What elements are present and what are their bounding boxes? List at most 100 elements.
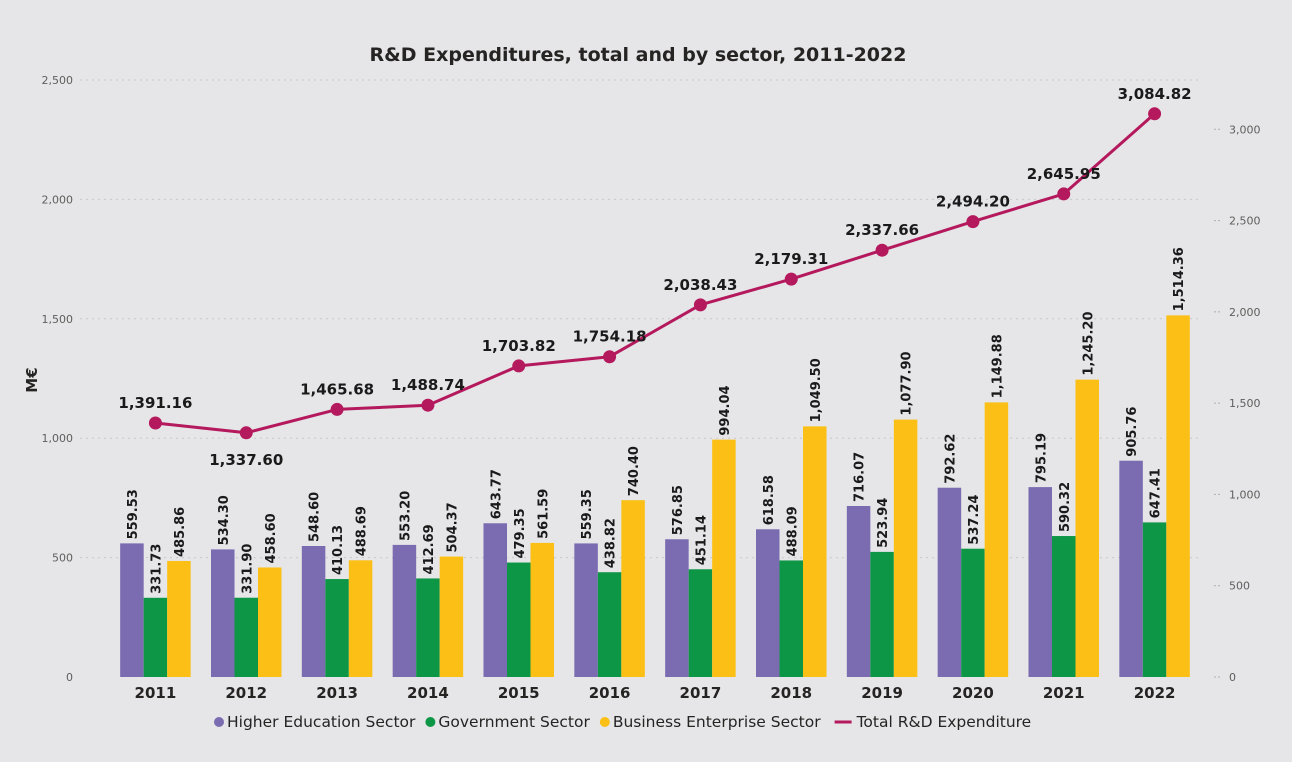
bar[interactable] [325,579,349,677]
bar[interactable] [1119,460,1143,677]
bar-value-label: 410.13 [331,525,346,575]
bar-value-label: 412.69 [422,524,437,574]
bar-value-label: 331.73 [149,544,164,594]
bar[interactable] [870,551,894,677]
bar-value-label: 559.53 [126,489,141,539]
line-point[interactable] [966,215,980,229]
bar[interactable] [621,500,645,677]
bar[interactable] [597,572,622,677]
bar[interactable] [439,556,464,677]
legend-dot-icon [214,717,224,727]
line-value-label: 1,488.74 [391,376,465,394]
bar-value-label: 590.32 [1058,482,1073,532]
x-tick-label: 2016 [589,684,631,702]
x-tick-label: 2018 [770,684,812,702]
line-point[interactable] [512,359,526,373]
bar[interactable] [143,597,168,677]
line-point[interactable] [239,426,253,440]
data-labels: 559.53 331.73 485.86 534.30 331.90 458.60 548.… [118,85,1191,594]
bar[interactable] [665,539,689,677]
bar-value-label: 576.85 [671,485,686,535]
bar[interactable] [1052,536,1076,677]
bar[interactable] [234,597,259,677]
axes: 0 500 1,000 1,500 2,000 2,500 0 500 1,000 1,500 2,… [42,74,1261,702]
y-tick-label-right: 2,000 [1229,306,1261,319]
bar[interactable] [688,569,713,677]
legend-item[interactable]: Total R&D Expenditure [834,713,1032,731]
line-point[interactable] [693,298,707,312]
bar[interactable] [1166,315,1190,677]
bar[interactable] [530,542,555,677]
bar[interactable] [120,543,144,677]
line-value-label: 2,494.20 [936,193,1010,211]
bar-value-label: 479.35 [513,508,528,558]
x-tick-label: 2015 [498,684,540,702]
bar-value-label: 548.60 [308,492,323,542]
bar[interactable] [416,578,440,677]
bar[interactable] [301,545,326,677]
bar[interactable] [1142,522,1167,677]
y-tick-label-left: 0 [66,671,73,684]
bar[interactable] [167,560,191,677]
x-tick-label: 2012 [225,684,267,702]
bar-value-label: 740.40 [627,446,642,496]
bar[interactable] [937,487,962,677]
bar[interactable] [392,544,417,677]
bar[interactable] [258,567,282,677]
bar[interactable] [984,402,1009,677]
y-tick-label-right: 3,000 [1229,123,1261,136]
bar-value-label: 795.19 [1034,433,1049,483]
total-line-path [155,112,1156,435]
total-line [148,107,1162,440]
bar[interactable] [348,560,373,677]
line-point[interactable] [875,243,889,257]
x-tick-label: 2021 [1043,684,1085,702]
y-tick-label-left: 1,500 [42,313,74,326]
bars [120,315,1190,677]
bar-value-label: 485.86 [173,507,188,557]
bar[interactable] [211,549,235,677]
y-tick-label-left: 2,500 [42,74,74,87]
bar[interactable] [507,562,531,677]
bar-value-label: 1,149.88 [990,334,1005,398]
y-tick-label-right: 500 [1229,580,1250,593]
legend[interactable]: Higher Education Sector Government Sector… [214,713,1031,731]
line-value-label: 1,337.60 [209,451,283,469]
bar-value-label: 716.07 [853,452,868,502]
bar[interactable] [1075,379,1100,677]
legend-dot-icon [599,717,610,727]
line-point[interactable] [330,402,344,416]
bar-value-label: 504.37 [445,502,460,552]
bar-value-label: 1,245.20 [1081,311,1096,375]
bar[interactable] [756,529,780,677]
bar[interactable] [803,426,827,677]
y-tick-label-left: 500 [52,552,73,565]
y-tick-label-right: 0 [1229,671,1236,684]
bar[interactable] [1028,487,1053,677]
bar[interactable] [893,419,918,677]
bar[interactable] [483,523,508,677]
bar-value-label: 905.76 [1125,407,1140,457]
line-point[interactable] [1057,187,1071,201]
line-point[interactable] [603,350,617,364]
bar[interactable] [846,506,871,677]
legend-item[interactable]: Government Sector [425,713,590,731]
line-point[interactable] [1148,107,1162,121]
bar[interactable] [961,548,985,677]
bar-value-label: 643.77 [489,469,504,519]
legend-item[interactable]: Higher Education Sector [214,713,416,731]
y-tick-label-right: 1,500 [1229,397,1261,410]
bar[interactable] [574,543,598,677]
x-tick-label: 2019 [861,684,903,702]
line-point[interactable] [784,272,798,286]
bar[interactable] [712,439,736,677]
line-point[interactable] [148,416,162,430]
bar-value-label: 488.09 [785,506,800,556]
legend-label: Government Sector [438,713,590,731]
line-point[interactable] [421,398,435,412]
bar[interactable] [779,560,804,677]
y-axis-label: M€ [23,367,41,392]
legend-item[interactable]: Business Enterprise Sector [599,713,821,731]
bar-value-label: 331.90 [240,544,255,594]
